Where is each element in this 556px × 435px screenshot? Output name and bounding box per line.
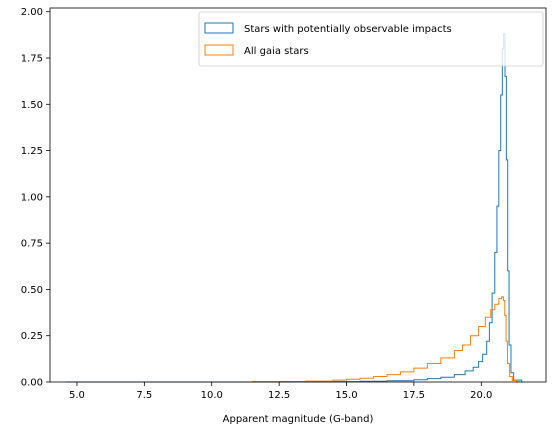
x-tick-label: 15.0 [335, 390, 357, 401]
x-tick-label: 5.0 [69, 390, 85, 401]
y-tick-label: 1.00 [21, 192, 43, 203]
x-axis-label: Apparent magnitude (G-band) [223, 414, 374, 425]
y-tick-label: 0.75 [21, 239, 43, 250]
x-tick-label: 20.0 [470, 390, 492, 401]
y-tick-label: 1.25 [21, 146, 43, 157]
legend: Stars with potentially observable impact… [198, 11, 544, 67]
legend-label-impacts: Stars with potentially observable impact… [244, 24, 452, 35]
series-line-impacts [66, 33, 523, 383]
y-tick-label: 1.50 [21, 100, 43, 111]
series-line-all-gaia [249, 296, 520, 383]
legend-label-all-gaia: All gaia stars [244, 46, 309, 57]
plot-frame [49, 7, 547, 383]
x-tick-label: 17.5 [403, 390, 425, 401]
x-tick-label: 7.5 [136, 390, 152, 401]
y-tick-label: 0.25 [21, 331, 43, 342]
x-axis-ticks: 5.0 7.5 10.0 12.5 15.0 17.5 20.0 [69, 382, 492, 401]
x-tick-label: 10.0 [201, 390, 223, 401]
y-tick-label: 0.00 [21, 378, 43, 389]
plot-area [66, 33, 523, 383]
y-tick-label: 2.00 [21, 7, 43, 18]
y-tick-label: 0.50 [21, 285, 43, 296]
legend-swatch-impacts [204, 22, 234, 34]
x-tick-label: 12.5 [268, 390, 290, 401]
y-axis-ticks: 0.00 0.25 0.50 0.75 1.00 1.25 1.50 1.75 2.00 [21, 7, 50, 389]
legend-swatch-all-gaia [204, 44, 234, 56]
y-tick-label: 1.75 [21, 53, 43, 64]
legend-box [198, 11, 544, 67]
